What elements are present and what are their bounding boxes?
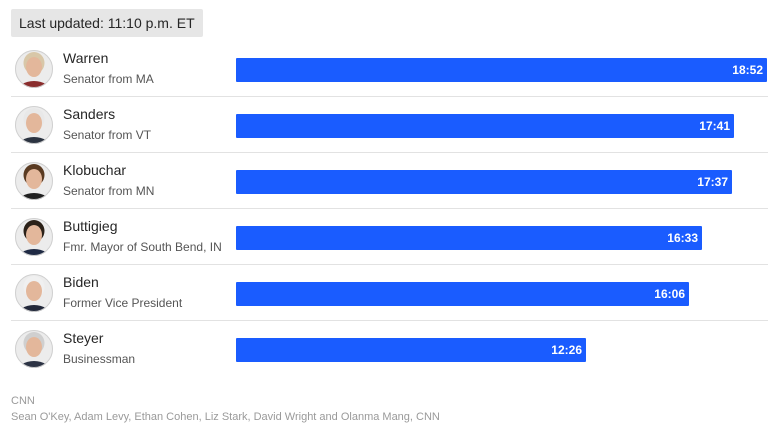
candidate-name: Klobuchar [63,162,127,178]
candidate-row: Biden Former Vice President 16:06 [11,265,768,321]
speaking-time-bar: 17:41 [236,114,734,138]
speaking-time-bar: 16:33 [236,226,702,250]
candidate-name: Sanders [63,106,116,122]
speaking-time-bar: 17:37 [236,170,732,194]
source-label: CNN [11,395,35,407]
candidate-photo [15,102,53,148]
candidate-title: Fmr. Mayor of South Bend, IN [63,240,222,254]
speaking-time-bar: 16:06 [236,282,689,306]
candidate-row: Buttigieg Fmr. Mayor of South Bend, IN 16:… [11,209,768,265]
credits-label: Sean O'Key, Adam Levy, Ethan Cohen, Liz … [11,411,440,423]
speaking-time-label: 17:37 [697,175,728,189]
candidate-photo [15,270,53,316]
candidate-row: Warren Senator from MA 18:52 [11,41,768,97]
candidate-title: Senator from MA [63,72,154,86]
candidate-title: Former Vice President [63,296,183,310]
speaking-time-label: 17:41 [699,119,730,133]
speaking-time-label: 12:26 [551,343,582,357]
candidate-name: Biden [63,274,99,290]
candidate-photo [15,326,53,372]
speaking-time-bar: 12:26 [236,338,586,362]
speaking-time-label: 18:52 [732,63,763,77]
candidate-name: Steyer [63,330,104,346]
speaking-time-label: 16:33 [667,231,698,245]
candidate-row: Steyer Businessman 12:26 [11,321,768,377]
speaking-time-label: 16:06 [654,287,685,301]
speaking-time-chart: Warren Senator from MA 18:52 Sanders Senator… [11,41,768,377]
candidate-photo [15,214,53,260]
last-updated-badge: Last updated: 11:10 p.m. ET [11,9,203,37]
candidate-photo [15,158,53,204]
candidate-row: Sanders Senator from VT 17:41 [11,97,768,153]
candidate-title: Businessman [63,352,136,366]
candidate-photo [15,46,53,92]
candidate-title: Senator from VT [63,128,152,142]
candidate-row: Klobuchar Senator from MN 17:37 [11,153,768,209]
candidate-name: Buttigieg [63,218,118,234]
candidate-title: Senator from MN [63,184,155,198]
speaking-time-bar: 18:52 [236,58,767,82]
candidate-name: Warren [63,50,109,66]
